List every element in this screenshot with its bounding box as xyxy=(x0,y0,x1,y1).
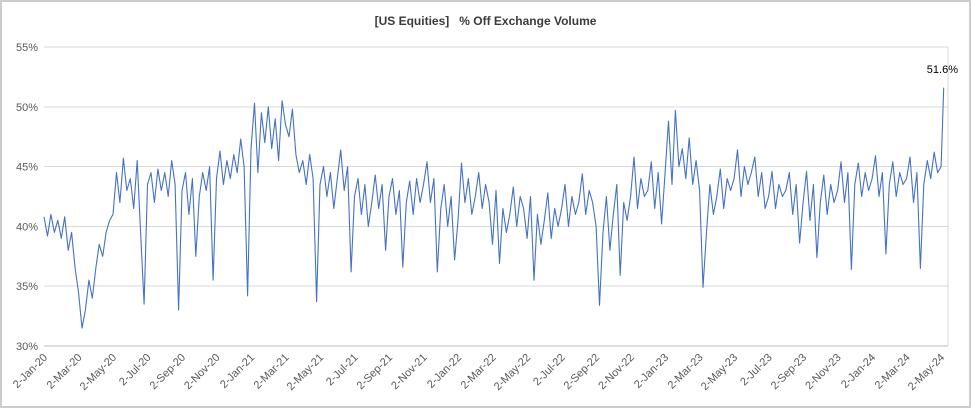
svg-text:2-Nov-21: 2-Nov-21 xyxy=(389,352,429,392)
svg-text:2-Sep-23: 2-Sep-23 xyxy=(769,352,809,392)
svg-text:2-Sep-21: 2-Sep-21 xyxy=(355,352,395,392)
y-axis-labels: 30% 35% 40% 45% 50% 55% xyxy=(16,42,38,353)
svg-text:55%: 55% xyxy=(16,42,38,54)
x-axis-labels: 2-Jan-202-Mar-202-May-202-Jul-202-Sep-20… xyxy=(11,352,947,393)
chart-title: [US Equities] % Off Exchange Volume xyxy=(374,14,597,28)
svg-text:2-Jan-24: 2-Jan-24 xyxy=(839,352,878,391)
svg-text:2-Nov-20: 2-Nov-20 xyxy=(182,352,222,392)
svg-text:2-Jan-21: 2-Jan-21 xyxy=(218,352,257,391)
svg-text:2-May-23: 2-May-23 xyxy=(699,352,740,393)
svg-text:2-May-21: 2-May-21 xyxy=(285,352,326,393)
svg-text:2-Nov-23: 2-Nov-23 xyxy=(803,352,843,392)
svg-text:50%: 50% xyxy=(16,102,38,114)
svg-text:2-May-20: 2-May-20 xyxy=(78,352,119,393)
data-series-line xyxy=(43,87,945,329)
svg-text:2-May-22: 2-May-22 xyxy=(492,352,533,393)
svg-text:2-Sep-22: 2-Sep-22 xyxy=(562,352,602,392)
svg-text:2-Jan-22: 2-Jan-22 xyxy=(425,352,464,391)
svg-text:2-May-24: 2-May-24 xyxy=(906,352,947,393)
svg-text:2-Jan-20: 2-Jan-20 xyxy=(11,352,50,391)
svg-text:2-Jan-23: 2-Jan-23 xyxy=(632,352,671,391)
svg-text:45%: 45% xyxy=(16,162,38,174)
svg-text:40%: 40% xyxy=(16,221,38,233)
svg-text:2-Sep-20: 2-Sep-20 xyxy=(148,352,188,392)
gridlines xyxy=(44,46,949,347)
svg-text:35%: 35% xyxy=(16,281,38,293)
svg-text:30%: 30% xyxy=(16,341,38,353)
svg-text:2-Nov-22: 2-Nov-22 xyxy=(596,352,636,392)
last-value-annotation: 51.6% xyxy=(926,64,958,76)
